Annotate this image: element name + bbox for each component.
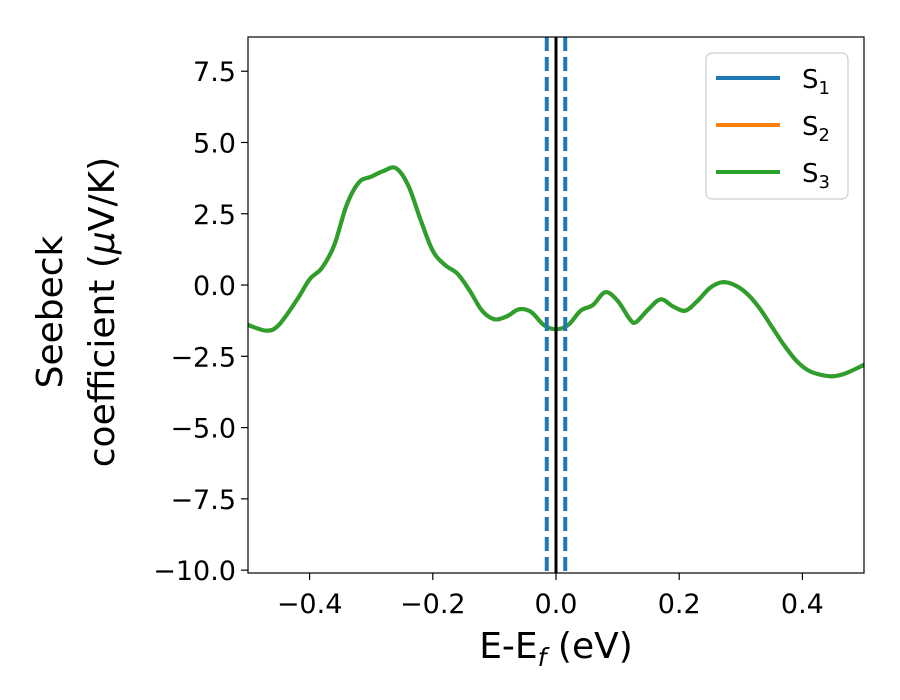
- y-tick-label: −5.0: [170, 414, 236, 445]
- legend: S1 S2 S3: [705, 52, 849, 200]
- y-axis-ticks: 7.5 5.0 2.5 0.0 −2.5 −5.0 −7.5 −10.0: [153, 57, 248, 587]
- y-tick-label: −7.5: [170, 485, 236, 516]
- y-tick-label: 2.5: [193, 200, 236, 231]
- series-layer: [248, 165, 864, 379]
- series-line-s3: [248, 165, 864, 379]
- y-tick-label: 7.5: [193, 57, 236, 88]
- y-tick-label: 5.0: [193, 128, 236, 159]
- x-tick-label: −0.2: [400, 589, 466, 620]
- y-axis-label-line2: coefficient (μV/K): [82, 157, 123, 467]
- y-tick-label: −10.0: [153, 556, 236, 587]
- legend-label-s1: S1: [802, 65, 830, 99]
- x-axis-label: E-Ef (eV): [479, 626, 633, 672]
- x-tick-label: −0.4: [277, 589, 343, 620]
- x-tick-label: 0.2: [658, 589, 701, 620]
- legend-label-s3: S3: [802, 159, 830, 193]
- x-axis-ticks: −0.4 −0.2 0.0 0.2 0.4: [277, 573, 824, 620]
- x-tick-label: 0.0: [535, 589, 578, 620]
- legend-label-s2: S2: [802, 112, 830, 146]
- vertical-lines-layer: [544, 37, 568, 573]
- y-tick-label: 0.0: [193, 271, 236, 302]
- y-axis-label: Seebeck coefficient (μV/K): [30, 157, 123, 467]
- y-tick-label: −2.5: [170, 342, 236, 373]
- x-tick-label: 0.4: [781, 589, 824, 620]
- y-axis-label-line1: Seebeck: [30, 235, 71, 388]
